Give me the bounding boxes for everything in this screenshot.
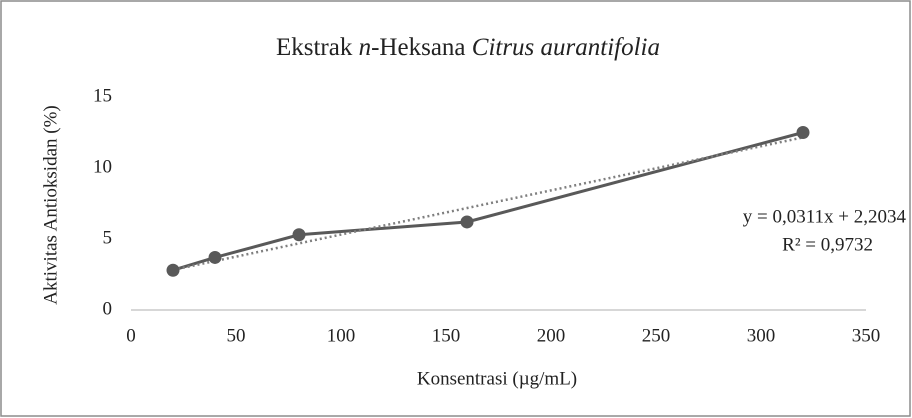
title-part: -Heksana: [371, 34, 472, 61]
data-point: [460, 215, 474, 229]
data-point: [208, 250, 222, 264]
title-part: Citrus aurantifolia: [472, 34, 660, 61]
trendline-equation: y = 0,0311x + 2,2034: [743, 206, 907, 227]
y-tick-label: 15: [93, 85, 112, 106]
title-part: Ekstrak: [276, 34, 359, 61]
y-tick-label: 0: [103, 298, 113, 319]
chart-title: Ekstrak n-Heksana Citrus aurantifolia: [276, 34, 660, 61]
title-part: n: [359, 34, 372, 61]
trendline: [172, 136, 804, 272]
x-axis-label: Konsentrasi (µg/mL): [417, 368, 577, 389]
x-tick-label: 350: [852, 325, 881, 346]
y-tick-label: 10: [93, 156, 112, 177]
y-axis-label: Aktivitas Antioksidan (%): [40, 105, 61, 304]
x-tick-label: 200: [537, 325, 566, 346]
x-tick-label: 250: [642, 325, 671, 346]
data-point: [166, 263, 180, 277]
x-tick-label: 300: [747, 325, 776, 346]
trendline-r-squared: R² = 0,9732: [782, 234, 873, 255]
x-tick-label: 0: [126, 325, 136, 346]
x-tick-label: 150: [432, 325, 461, 346]
data-point: [796, 126, 810, 139]
y-tick-label: 5: [103, 227, 113, 248]
x-tick-label: 100: [327, 325, 356, 346]
data-point: [292, 228, 306, 242]
x-tick-label: 50: [227, 325, 246, 346]
